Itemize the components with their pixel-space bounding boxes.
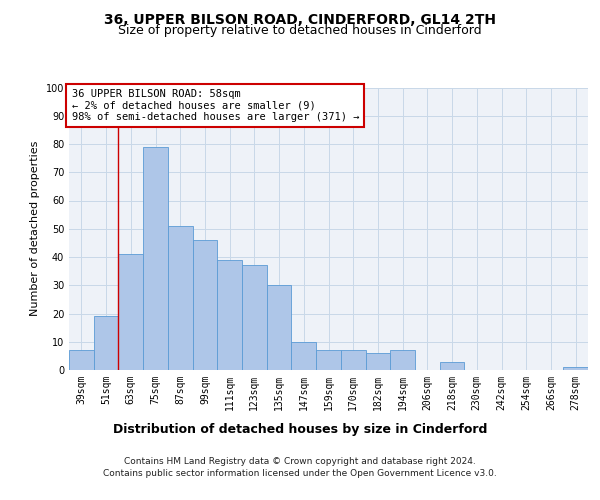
Bar (217, 260, 242, 370)
Text: Size of property relative to detached houses in Cinderford: Size of property relative to detached ho… (118, 24, 482, 37)
Bar (267, 285, 292, 370)
Bar (341, 350, 365, 370)
Text: Contains public sector information licensed under the Open Government Licence v3: Contains public sector information licen… (103, 469, 497, 478)
Text: Distribution of detached houses by size in Cinderford: Distribution of detached houses by size … (113, 422, 487, 436)
Bar (563, 367, 588, 370)
Bar (390, 350, 415, 370)
Bar (316, 350, 341, 370)
Text: 36, UPPER BILSON ROAD, CINDERFORD, GL14 2TH: 36, UPPER BILSON ROAD, CINDERFORD, GL14 … (104, 12, 496, 26)
Bar (292, 342, 316, 370)
Text: 36 UPPER BILSON ROAD: 58sqm
← 2% of detached houses are smaller (9)
98% of semi-: 36 UPPER BILSON ROAD: 58sqm ← 2% of deta… (71, 89, 359, 122)
Bar (440, 362, 464, 370)
Bar (242, 266, 267, 370)
Bar (69, 350, 94, 370)
Y-axis label: Number of detached properties: Number of detached properties (30, 141, 40, 316)
Bar (94, 316, 118, 370)
Bar (168, 226, 193, 370)
Bar (365, 353, 390, 370)
Bar (118, 254, 143, 370)
Bar (193, 240, 217, 370)
Bar (143, 147, 168, 370)
Text: Contains HM Land Registry data © Crown copyright and database right 2024.: Contains HM Land Registry data © Crown c… (124, 458, 476, 466)
